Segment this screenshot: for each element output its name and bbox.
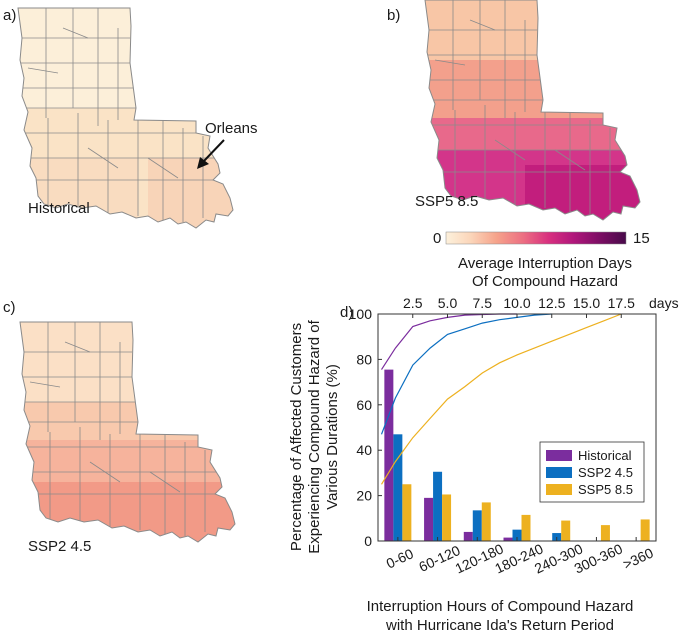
bar-ssp5-8-5-0 <box>402 484 412 541</box>
top-x-tick-label: 15.0 <box>573 295 600 311</box>
plot-frame <box>377 313 657 542</box>
scenario-label-historical: Historical <box>28 200 90 217</box>
scenario-label-ssp5: SSP5 8.5 <box>415 193 478 210</box>
panel-a-letter: a) <box>3 7 16 24</box>
bar-ssp5-8-5-2 <box>481 502 491 541</box>
legend-swatch <box>546 484 572 495</box>
orleans-label: Orleans <box>205 120 258 137</box>
colorbar-title-line2: Of Compound Hazard <box>472 273 618 290</box>
legend-label: Historical <box>578 448 632 463</box>
duration-chart: 0-60 60-120120-180180-240240-300300-360>3… <box>349 295 679 577</box>
colorbar-title-line1: Average Interruption Days <box>458 255 632 272</box>
scenario-label-ssp2: SSP2 4.5 <box>28 538 91 555</box>
map-ssp2 <box>19 321 236 543</box>
bar-ssp5-8-5-1 <box>442 494 452 541</box>
cumulative-line-ssp5-8-5 <box>380 313 622 485</box>
bar-historical-2 <box>463 531 473 541</box>
map-ssp2-fill <box>20 322 235 542</box>
parish-borders <box>20 322 230 536</box>
x-tick-label: >360 <box>620 544 656 572</box>
cumulative-line-ssp2-4-5 <box>380 313 552 435</box>
x-tick-label: 0-60 <box>384 545 416 571</box>
bar-ssp5-8-5-6 <box>640 519 650 541</box>
colorbar-max: 15 <box>633 230 650 247</box>
x-axis-label-line1: Interruption Hours of Compound Hazard <box>367 598 634 615</box>
panel-d-letter: d) <box>340 304 353 321</box>
y-tick-label: 60 <box>356 397 372 413</box>
y-tick-label: 100 <box>349 306 373 322</box>
bar-ssp5-8-5-5 <box>600 525 610 541</box>
panel-b-letter: b) <box>387 7 400 24</box>
top-x-tick-label: 5.0 <box>438 295 458 311</box>
bar-historical-1 <box>424 497 434 541</box>
parish-borders <box>425 0 635 214</box>
legend-swatch <box>546 467 572 478</box>
y-tick-label: 80 <box>356 351 372 367</box>
bar-ssp2-4-5-3 <box>512 529 522 541</box>
bar-ssp5-8-5-4 <box>561 520 571 541</box>
colorbar: 0 15 Average Interruption Days Of Compou… <box>433 230 650 290</box>
legend-label: SSP5 8.5 <box>578 482 633 497</box>
bar-historical-3 <box>503 537 513 541</box>
x-axis-label-line2: with Hurricane Ida's Return Period <box>385 617 614 634</box>
bar-ssp5-8-5-3 <box>521 514 531 541</box>
colorbar-min: 0 <box>433 230 441 247</box>
bar-ssp2-4-5-0 <box>393 434 403 541</box>
y-tick-label: 40 <box>356 442 372 458</box>
bar-historical-0 <box>384 369 394 541</box>
top-x-tick-label: 7.5 <box>473 295 493 311</box>
y-axis-label-line1: Percentage of Affected Customers <box>288 323 305 551</box>
y-axis-label: Percentage of Affected Customers Experie… <box>288 319 341 553</box>
y-axis-label-line2: Experiencing Compound Hazard of <box>306 319 323 553</box>
top-x-tick-label: 17.5 <box>608 295 635 311</box>
legend-label: SSP2 4.5 <box>578 465 633 480</box>
panel-c-letter: c) <box>3 299 16 316</box>
legend-swatch <box>546 450 572 461</box>
colorbar-gradient <box>445 231 627 245</box>
bar-ssp2-4-5-1 <box>433 471 443 541</box>
parish-borders <box>18 8 228 222</box>
orleans-arrow <box>197 139 225 169</box>
top-x-tick-label: 2.5 <box>403 295 423 311</box>
cumulative-line-historical <box>380 313 517 370</box>
top-x-tick-label: 12.5 <box>538 295 565 311</box>
y-axis-label-line3: Various Durations (%) <box>324 364 341 510</box>
bar-ssp2-4-5-2 <box>472 510 482 541</box>
top-x-tick-label: 10.0 <box>503 295 530 311</box>
y-tick-label: 20 <box>356 488 372 504</box>
top-x-unit-label: days <box>649 295 679 311</box>
y-tick-label: 0 <box>364 533 372 549</box>
